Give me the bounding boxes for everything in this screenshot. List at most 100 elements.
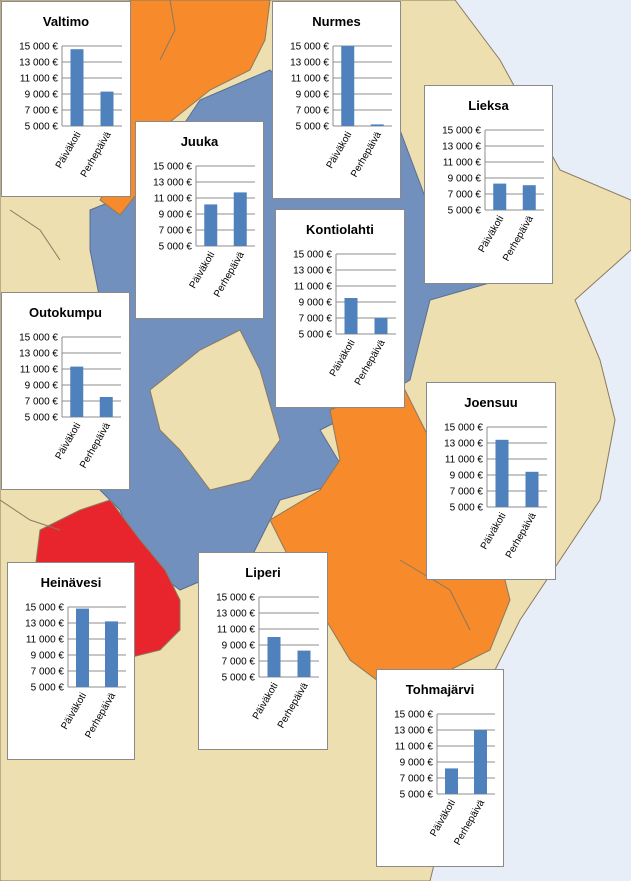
y-tick-label: 7 000 € [299,314,333,325]
y-tick-label: 5 000 € [25,122,59,133]
y-tick-label: 7 000 € [296,106,330,117]
y-tick-label: 15 000 € [25,603,64,614]
bar [70,49,84,127]
y-tick-label: 13 000 € [444,439,483,450]
bar [522,185,536,210]
x-category-label: Perhepäivä [78,421,113,471]
x-category-label: Perhepäivä [349,130,384,180]
chart-svg: Valtimo 5 000 € 7 000 € 9 000 € 11 000 € 13 0… [19,14,122,179]
x-category-label: Päiväkoti [54,421,84,462]
chart-title: Valtimo [43,14,89,29]
x-category-label: Perhepäivä [504,511,539,561]
x-category-label: Päiväkoti [251,681,281,722]
bar [341,46,355,126]
y-tick-label: 9 000 € [448,174,482,185]
chart-joensuu: Joensuu 5 000 € 7 000 € 9 000 € 11 000 € 13 0… [426,382,556,580]
chart-title: Nurmes [312,14,360,29]
y-tick-label: 9 000 € [222,641,256,652]
y-tick-label: 11 000 € [395,742,434,753]
y-tick-label: 5 000 € [159,242,193,253]
bar [105,621,118,687]
land-enclave [149,329,281,491]
y-tick-label: 7 000 € [222,657,256,668]
y-tick-label: 7 000 € [25,106,59,117]
chart-svg: Tohmajärvi 5 000 € 7 000 € 9 000 € 11 000 € 1… [394,682,495,847]
chart-kontiolahti: Kontiolahti 5 000 € 7 000 € 9 000 € 11 000 €… [275,209,405,408]
chart-title: Lieksa [468,98,509,113]
bar [445,768,458,794]
y-tick-label: 11 000 € [20,365,59,376]
x-category-label: Päiväkoti [479,511,509,552]
chart-title: Liperi [245,565,280,580]
chart-title: Outokumpu [29,305,102,320]
y-tick-label: 11 000 € [291,74,330,85]
x-category-label: Päiväkoti [54,130,84,171]
y-tick-label: 13 000 € [19,349,58,360]
y-tick-label: 7 000 € [448,190,482,201]
y-tick-label: 15 000 € [153,162,192,173]
lake-lines [0,0,471,631]
chart-lieksa: Lieksa 5 000 € 7 000 € 9 000 € 11 000 € 13 00… [424,85,553,284]
y-tick-label: 9 000 € [25,381,59,392]
y-tick-label: 5 000 € [31,683,65,694]
chart-svg: Liperi 5 000 € 7 000 € 9 000 € 11 000 € 13 00… [216,565,319,730]
y-tick-label: 9 000 € [299,298,333,309]
y-tick-label: 9 000 € [25,90,59,101]
chart-juuka: Juuka 5 000 € 7 000 € 9 000 € 11 000 € 13 000… [135,121,264,319]
y-tick-label: 7 000 € [400,774,434,785]
bar [370,124,384,126]
bar [344,298,358,334]
chart-svg: Heinävesi 5 000 € 7 000 € 9 000 € 11 000 € 13… [25,575,126,741]
y-tick-label: 9 000 € [296,90,330,101]
y-tick-label: 9 000 € [159,210,193,221]
y-tick-label: 5 000 € [299,330,333,341]
y-tick-label: 5 000 € [450,503,484,514]
chart-valtimo: Valtimo 5 000 € 7 000 € 9 000 € 11 000 € 13 0… [1,1,131,197]
x-category-label: Perhepäivä [212,250,247,300]
y-tick-label: 5 000 € [222,673,256,684]
y-tick-label: 5 000 € [448,206,482,217]
x-category-label: Perhepäivä [501,214,536,264]
x-category-label: Perhepäivä [353,338,388,388]
y-tick-label: 11 000 € [294,282,333,293]
bar [100,91,114,126]
bar [374,318,388,334]
y-tick-label: 15 000 € [394,710,433,721]
x-category-label: Päiväkoti [325,130,355,171]
chart-title: Joensuu [464,395,518,410]
x-category-label: Päiväkoti [328,338,358,379]
y-tick-label: 9 000 € [400,758,434,769]
y-tick-label: 13 000 € [442,142,481,153]
bar [99,397,113,417]
chart-outokumpu: Outokumpu 5 000 € 7 000 € 9 000 € 11 000 € 13… [1,292,130,490]
x-category-label: Päiväkoti [59,691,89,732]
chart-svg: Outokumpu 5 000 € 7 000 € 9 000 € 11 000 € 13… [19,305,121,471]
bar [70,366,84,417]
bar [76,608,89,687]
chart-tohmajarvi: Tohmajärvi 5 000 € 7 000 € 9 000 € 11 000 € 1… [376,669,504,867]
x-category-label: Perhepäivä [83,691,118,741]
chart-title: Kontiolahti [306,222,374,237]
y-tick-label: 13 000 € [216,609,255,620]
y-tick-label: 5 000 € [296,122,330,133]
bar [297,650,311,677]
y-tick-label: 13 000 € [153,178,192,189]
bar [474,730,487,794]
y-tick-label: 15 000 € [290,42,329,53]
y-tick-label: 15 000 € [442,126,481,137]
chart-svg: Lieksa 5 000 € 7 000 € 9 000 € 11 000 € 13 00… [442,98,544,264]
chart-svg: Juuka 5 000 € 7 000 € 9 000 € 11 000 € 13 000… [153,134,255,300]
y-tick-label: 7 000 € [31,667,65,678]
chart-title: Heinävesi [41,575,102,590]
x-category-label: Päiväkoti [428,798,458,839]
chart-nurmes: Nurmes 5 000 € 7 000 € 9 000 € 11 000 € 13 00… [272,1,401,199]
y-tick-label: 15 000 € [19,42,58,53]
chart-heinavesi: Heinävesi 5 000 € 7 000 € 9 000 € 11 000 € 13… [7,562,135,760]
chart-liperi: Liperi 5 000 € 7 000 € 9 000 € 11 000 € 13 00… [198,552,328,750]
y-tick-label: 11 000 € [217,625,256,636]
y-tick-label: 15 000 € [444,423,483,434]
bar [233,192,247,246]
y-tick-label: 11 000 € [26,635,65,646]
y-tick-label: 13 000 € [290,58,329,69]
bar [495,439,509,507]
